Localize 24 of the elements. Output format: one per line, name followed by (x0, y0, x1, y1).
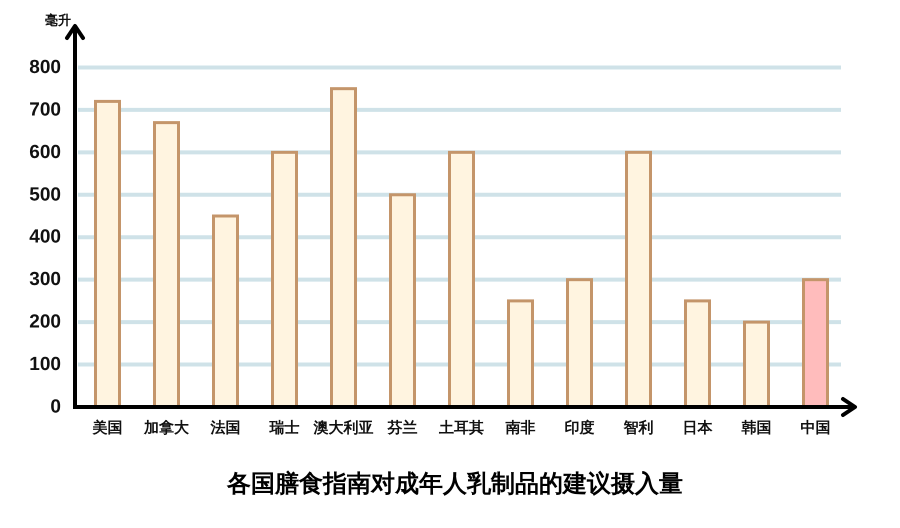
y-axis-title: 毫升 (45, 12, 71, 28)
x-tick-label: 澳大利亚 (312, 420, 374, 436)
y-tick-label: 600 (29, 142, 61, 163)
x-tick-label: 印度 (564, 418, 594, 436)
y-tick-label: 400 (29, 226, 61, 248)
text: 各国膳食指南对成年人乳制品的建议摄入量 (226, 470, 683, 498)
x-tick-label: 法国 (210, 420, 240, 436)
y-tick-label: 100 (29, 354, 61, 376)
x-tick-label: 南非 (504, 420, 536, 436)
x-tick-label: 韩国 (740, 420, 772, 436)
x-tick-label: 瑞士 (268, 420, 300, 436)
x-tick-label: 土耳其 (438, 420, 484, 436)
y-tick-label: 0 (50, 396, 61, 418)
x-tick-label: 智利 (622, 420, 654, 436)
y-tick-label: 800 (29, 56, 61, 78)
x-tick-label: 美国 (92, 418, 122, 436)
y-tick-label: 300 (29, 269, 61, 290)
y-tick-label: 700 (29, 99, 61, 120)
x-tick-label: 芬兰 (386, 420, 418, 436)
x-tick-label: 中国 (800, 420, 830, 436)
x-tick-label: 加拿大 (143, 420, 190, 436)
y-tick-label: 500 (29, 184, 61, 206)
x-tick-label: 日本 (682, 420, 714, 436)
y-tick-label: 200 (29, 312, 61, 333)
